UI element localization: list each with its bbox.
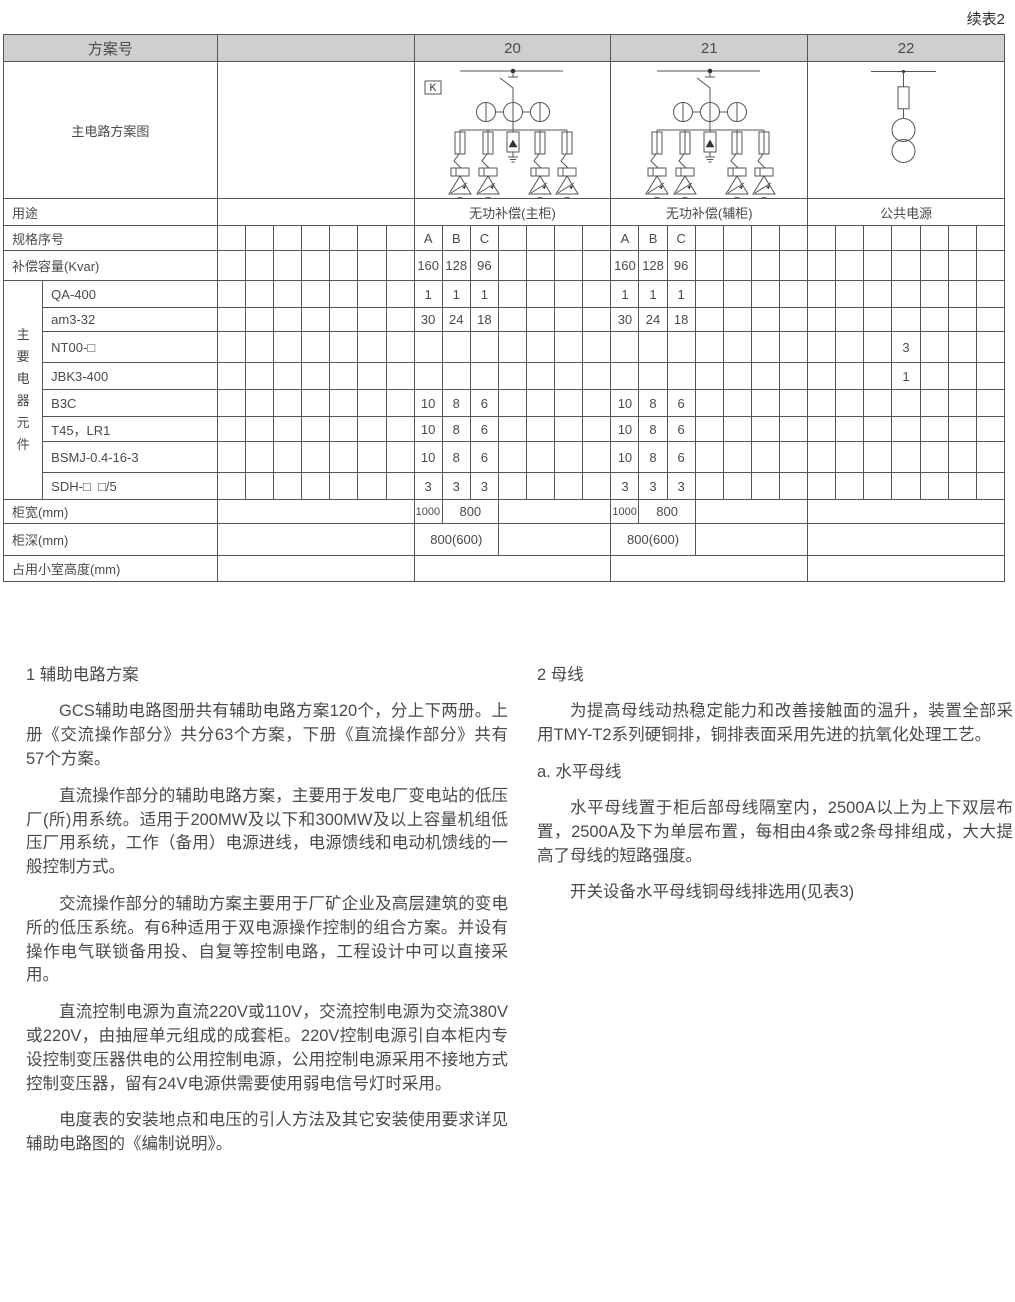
svg-text:K: K	[429, 82, 437, 94]
